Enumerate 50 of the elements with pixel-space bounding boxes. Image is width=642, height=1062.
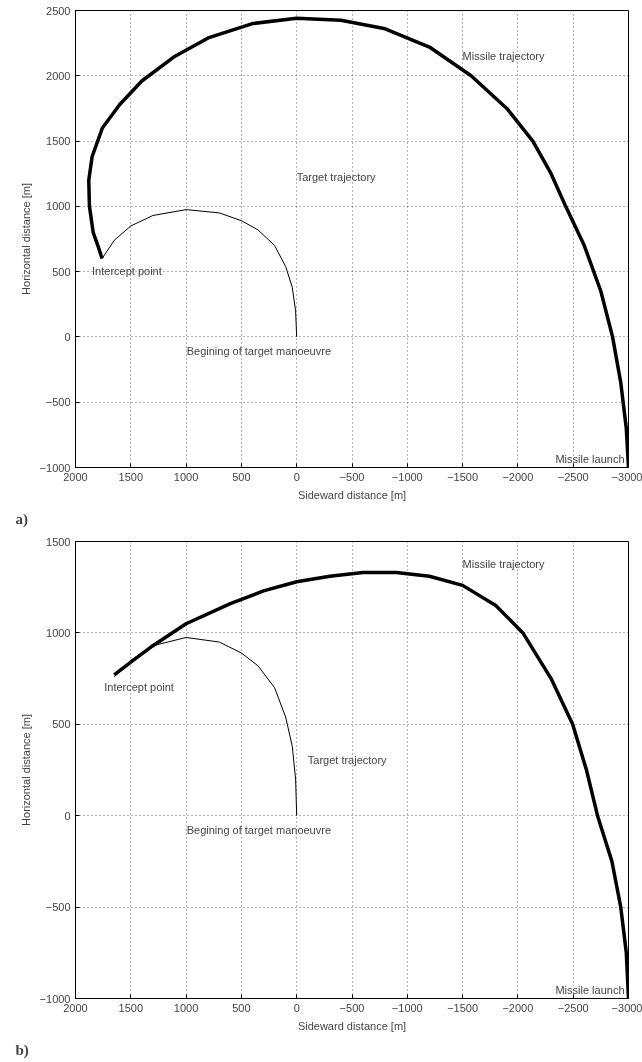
annotation: Missile launch <box>555 983 625 996</box>
y-tick-label: −500 <box>45 396 71 409</box>
y-tick-label: 500 <box>52 718 71 731</box>
x-tick-label: 0 <box>293 470 300 483</box>
x-axis-title: Sideward distance [m] <box>297 488 407 501</box>
annotation: Missile trajectory <box>462 50 545 63</box>
x-tick-label: −500 <box>339 470 365 483</box>
x-axis-title: Sideward distance [m] <box>297 1019 407 1032</box>
y-tick-label: −1000 <box>39 461 71 474</box>
annotation: Begining of target manoeuvre <box>186 823 332 836</box>
x-tick-label: −1500 <box>447 1001 479 1014</box>
x-tick-label: 1000 <box>173 1001 199 1014</box>
y-tick-label: 500 <box>52 265 71 278</box>
x-tick-label: 500 <box>232 1001 251 1014</box>
annotation: Missile launch <box>555 452 625 465</box>
annotation: Target trajectory <box>296 171 377 184</box>
y-tick-label: 2500 <box>46 4 71 17</box>
annotation: Target trajectory <box>307 753 388 766</box>
y-axis-title: Horizontal distance [m] <box>19 714 32 826</box>
x-tick-label: 1000 <box>173 470 199 483</box>
x-tick-label: −2500 <box>557 470 589 483</box>
y-tick-label: 2000 <box>46 69 71 82</box>
annotation: Intercept point <box>104 680 174 693</box>
y-tick-label: −1000 <box>39 992 71 1005</box>
x-tick-label: −2000 <box>502 470 534 483</box>
x-tick-label: 1500 <box>118 1001 144 1014</box>
text: b) <box>15 1041 29 1059</box>
y-tick-label: 1500 <box>46 535 71 548</box>
annotation: Intercept point <box>92 264 162 277</box>
y-tick-label: 0 <box>64 330 71 343</box>
y-tick-label: 0 <box>64 809 71 822</box>
x-tick-label: −3000 <box>611 470 642 483</box>
x-tick-label: −3000 <box>611 1001 642 1014</box>
x-tick-label: −2000 <box>502 1001 534 1014</box>
x-tick-label: −500 <box>339 1001 365 1014</box>
x-tick-label: −1500 <box>447 470 479 483</box>
y-tick-label: 1000 <box>46 626 71 639</box>
x-tick-label: −2500 <box>557 1001 589 1014</box>
text: a) <box>15 510 28 528</box>
y-tick-label: 1000 <box>46 200 71 213</box>
x-tick-label: 1500 <box>118 470 144 483</box>
y-axis-title: Horizontal distance [m] <box>19 183 32 295</box>
y-tick-label: −500 <box>45 901 71 914</box>
x-tick-label: 500 <box>232 470 251 483</box>
x-tick-label: 0 <box>293 1001 300 1014</box>
x-tick-label: −1000 <box>391 470 423 483</box>
x-tick-label: −1000 <box>391 1001 423 1014</box>
y-tick-label: 1500 <box>46 135 71 148</box>
annotation: Missile trajectory <box>462 557 545 570</box>
annotation: Begining of target manoeuvre <box>186 344 332 357</box>
